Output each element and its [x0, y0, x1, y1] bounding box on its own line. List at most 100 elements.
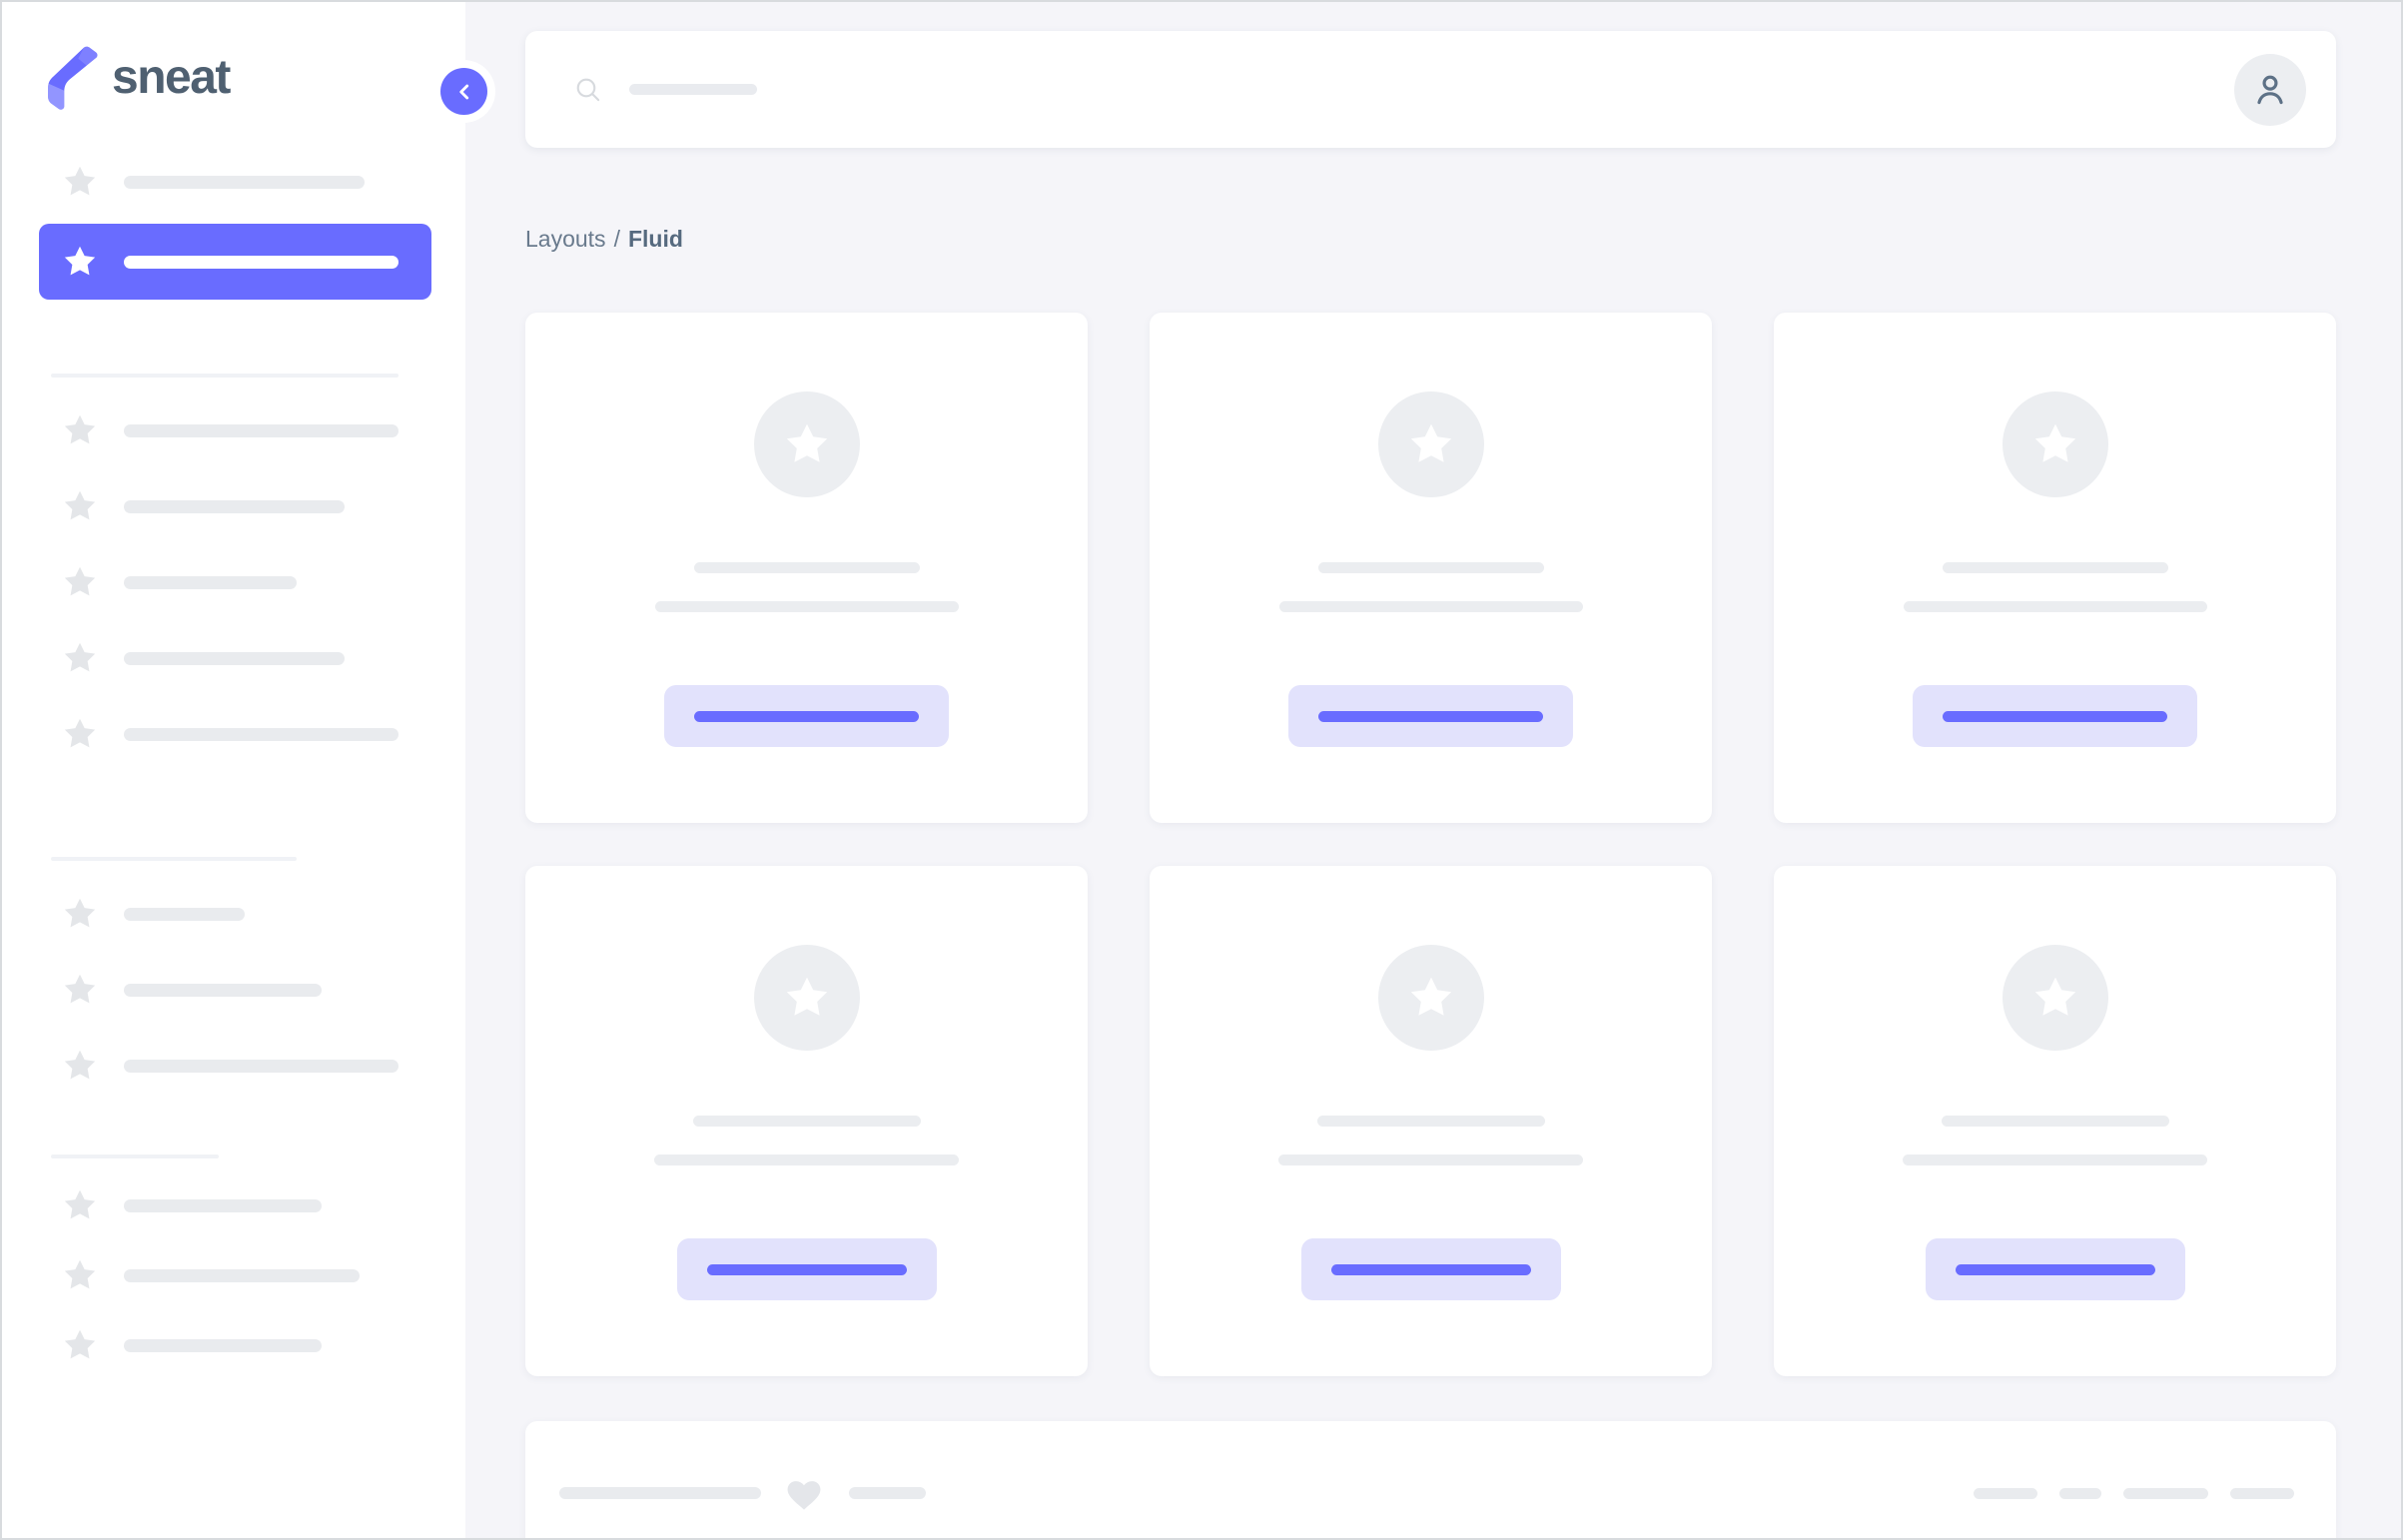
star-icon: [62, 1257, 98, 1293]
star-icon: [62, 412, 98, 448]
star-icon: [62, 1048, 98, 1084]
menu-label-skeleton: [124, 983, 322, 997]
layout-demo-card: [1150, 313, 1712, 823]
button-label-skeleton: [1330, 1263, 1531, 1275]
button-skeleton[interactable]: [1288, 685, 1573, 747]
sidebar-collapse-button[interactable]: [440, 68, 487, 115]
sidebar-item[interactable]: [39, 1043, 431, 1089]
sidebar-item[interactable]: [39, 711, 431, 757]
text-skeleton: [559, 1487, 761, 1499]
text-skeleton: [2230, 1487, 2294, 1499]
text-skeleton: [1316, 1116, 1545, 1127]
button-skeleton[interactable]: [1913, 685, 2197, 747]
star-avatar-icon: [2002, 391, 2108, 497]
star-icon: [62, 896, 98, 932]
sidebar-menu: [2, 110, 465, 1368]
user-avatar-button[interactable]: [2234, 53, 2306, 126]
star-icon: [62, 164, 98, 200]
menu-label-skeleton: [124, 255, 399, 269]
sidebar-item[interactable]: [39, 635, 431, 681]
sidebar: sneat: [2, 2, 465, 1538]
bottom-card-right-skeletons: [1952, 1487, 2294, 1499]
layout-demo-card: [1774, 866, 2336, 1376]
chevron-left-icon: [458, 84, 468, 99]
button-skeleton[interactable]: [1925, 1238, 2185, 1300]
star-avatar-icon: [1377, 945, 1484, 1051]
layout-demo-card: [1150, 866, 1712, 1376]
text-skeleton: [1278, 601, 1583, 612]
star-avatar-icon: [753, 945, 860, 1051]
text-skeleton: [654, 601, 959, 612]
button-label-skeleton: [694, 710, 919, 722]
text-skeleton: [692, 1116, 921, 1127]
text-skeleton: [654, 1155, 959, 1165]
star-icon: [62, 716, 98, 752]
sidebar-item[interactable]: [39, 559, 431, 605]
text-skeleton: [1278, 1155, 1583, 1165]
search-placeholder-skeleton: [629, 84, 757, 95]
menu-label-skeleton: [124, 651, 345, 665]
search-input[interactable]: [572, 74, 2234, 106]
button-label-skeleton: [706, 1263, 907, 1275]
menu-label-skeleton: [124, 499, 345, 513]
button-label-skeleton: [1955, 1263, 2155, 1275]
sidebar-item[interactable]: [39, 1252, 431, 1298]
sidebar-item[interactable]: [39, 1322, 431, 1368]
sidebar-item[interactable]: [39, 407, 431, 453]
star-avatar-icon: [2002, 945, 2108, 1051]
breadcrumb-section[interactable]: Layouts: [525, 226, 606, 252]
menu-label-skeleton: [124, 1268, 360, 1282]
sidebar-item[interactable]: [39, 967, 431, 1013]
text-skeleton: [1903, 1155, 2207, 1165]
breadcrumb-separator: /: [613, 226, 620, 252]
breadcrumb-current: Fluid: [627, 226, 683, 252]
text-skeleton: [1974, 1487, 2037, 1499]
person-icon: [2257, 75, 2283, 104]
menu-label-skeleton: [124, 1198, 322, 1212]
text-skeleton: [1317, 562, 1544, 573]
star-icon: [62, 640, 98, 676]
menu-label-skeleton: [124, 175, 365, 189]
star-icon: [62, 1327, 98, 1363]
sidebar-item[interactable]: [39, 1182, 431, 1228]
button-label-skeleton: [1943, 710, 2167, 722]
layout-demo-card: [525, 866, 1088, 1376]
brand-name: sneat: [112, 51, 231, 104]
heart-icon: [783, 1474, 825, 1512]
text-skeleton: [849, 1487, 926, 1499]
top-navbar: [525, 31, 2336, 148]
main-content: Layouts / Fluid: [465, 2, 2401, 1538]
menu-label-skeleton: [124, 907, 245, 921]
menu-section-divider: [51, 374, 399, 378]
star-avatar-icon: [753, 391, 860, 497]
star-icon: [62, 972, 98, 1008]
button-skeleton[interactable]: [1300, 1238, 1561, 1300]
menu-section-divider: [51, 857, 297, 861]
text-skeleton: [2059, 1487, 2101, 1499]
menu-label-skeleton: [124, 575, 297, 589]
button-label-skeleton: [1318, 710, 1543, 722]
star-icon: [62, 564, 98, 600]
button-skeleton[interactable]: [664, 685, 949, 747]
star-icon: [62, 488, 98, 524]
brand-logo[interactable]: sneat: [2, 2, 465, 110]
sneat-logo-icon: [48, 46, 98, 110]
sidebar-item[interactable]: [39, 891, 431, 937]
bottom-card: [525, 1421, 2336, 1538]
search-icon: [576, 78, 600, 101]
text-skeleton: [1903, 601, 2207, 612]
button-skeleton[interactable]: [676, 1238, 937, 1300]
layout-demo-card: [1774, 313, 2336, 823]
text-skeleton: [1941, 1116, 2169, 1127]
star-icon: [62, 1187, 98, 1223]
layout-demo-card: [525, 313, 1088, 823]
menu-label-skeleton: [124, 423, 399, 437]
breadcrumb: Layouts / Fluid: [525, 224, 2336, 254]
sidebar-item-active[interactable]: [39, 224, 431, 300]
star-avatar-icon: [1377, 391, 1484, 497]
sidebar-item[interactable]: [39, 159, 431, 205]
menu-label-skeleton: [124, 1338, 322, 1352]
sidebar-item[interactable]: [39, 483, 431, 529]
text-skeleton: [2123, 1487, 2208, 1499]
